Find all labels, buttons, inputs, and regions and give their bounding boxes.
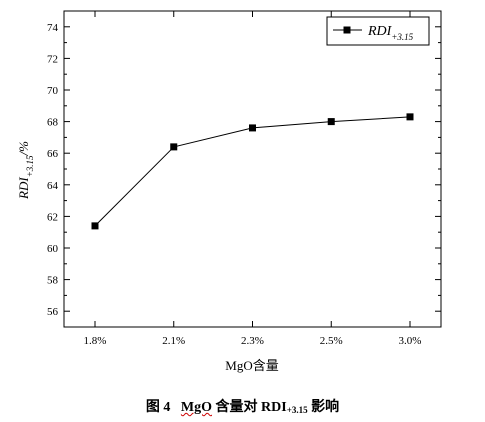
data-point xyxy=(327,118,335,126)
legend-label-sub: +3.15 xyxy=(391,32,413,42)
y-axis-title-suffix: /% xyxy=(16,141,31,157)
y-axis-title-sub: +3.15 xyxy=(25,155,35,177)
x-tick-label: 1.8% xyxy=(84,335,107,347)
caption-figure: 图 4 xyxy=(145,400,171,415)
data-point xyxy=(91,222,99,230)
y-axis-title: RDI+3.15/% xyxy=(16,141,35,200)
y-tick-label: 74 xyxy=(47,22,59,34)
figure-caption: 图 4 MgO 含量对 RDI+3.15 影响 xyxy=(0,396,485,416)
x-tick-label: 2.3% xyxy=(241,335,264,347)
data-point xyxy=(170,143,178,151)
y-axis: 56 58 60 62 64 66 68 70 72 74 xyxy=(47,10,441,328)
y-tick-label: 56 xyxy=(47,306,59,318)
y-tick-label: 64 xyxy=(47,180,59,192)
series-points xyxy=(91,113,414,230)
plot-area xyxy=(63,10,442,328)
caption-lead: MgO xyxy=(180,400,213,415)
caption-sub: +3.15 xyxy=(286,405,308,415)
y-tick-label: 68 xyxy=(47,117,59,129)
caption-mid: 含量对 RDI xyxy=(212,400,287,415)
x-axis: 1.8% 2.1% 2.3% 2.5% 3.0% xyxy=(84,11,422,347)
y-tick-label: 66 xyxy=(47,148,59,160)
x-tick-label: 2.5% xyxy=(320,335,343,347)
legend-marker xyxy=(343,26,351,34)
data-point xyxy=(406,113,414,121)
legend: RDI+3.15 xyxy=(326,16,430,46)
y-tick-label: 70 xyxy=(47,85,59,97)
data-point xyxy=(249,124,256,132)
y-tick-label: 58 xyxy=(47,275,59,287)
caption-tail: 影响 xyxy=(307,400,340,415)
y-tick-label: 60 xyxy=(47,243,59,255)
x-tick-label: 3.0% xyxy=(399,335,422,347)
x-axis-title: MgO含量 xyxy=(225,358,278,373)
legend-label: RDI+3.15 xyxy=(367,24,414,42)
y-tick-label: 62 xyxy=(47,211,58,223)
y-tick-label: 72 xyxy=(47,53,58,65)
x-tick-label: 2.1% xyxy=(162,335,185,347)
legend-label-main: RDI xyxy=(367,24,393,39)
chart: 56 58 60 62 64 66 68 70 72 74 1.8% 2.1% 2.3% 2.5% 3.0… xyxy=(16,10,442,373)
y-axis-title-main: RDI xyxy=(16,177,31,200)
